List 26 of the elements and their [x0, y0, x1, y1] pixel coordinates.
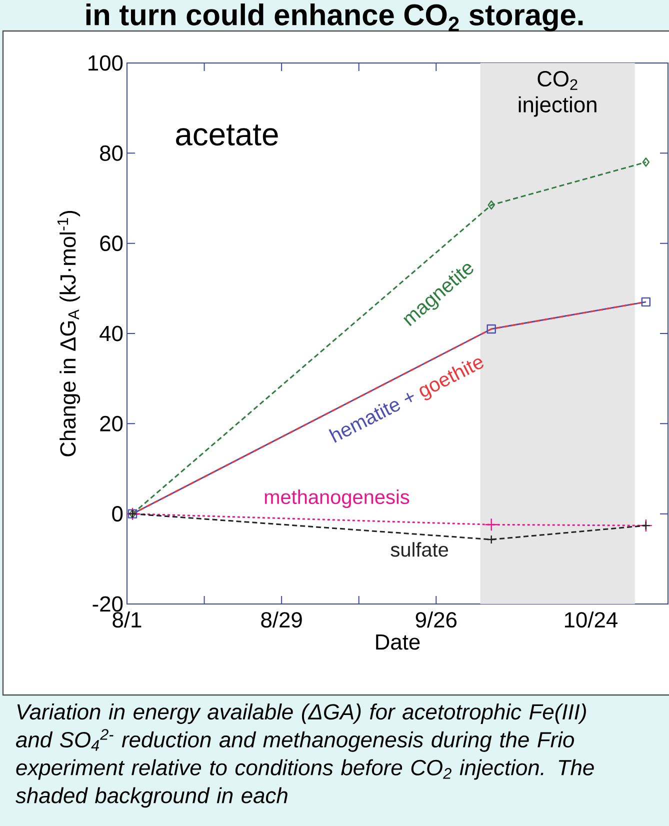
series-label: methanogenesis: [264, 489, 410, 508]
y-tick-label: 20: [100, 416, 123, 432]
x-tick-label: 10/24: [564, 612, 618, 628]
y-tick-label: 80: [100, 145, 123, 161]
y-tick-label: 100: [88, 55, 123, 71]
x-tick-label: 8/1: [112, 612, 142, 628]
point: [486, 534, 496, 544]
chart-title: in turn could enhance CO$_{2}$ storage.: [86, 4, 583, 32]
point: [642, 158, 650, 167]
x-tick-label: 9/26: [416, 612, 457, 628]
point: [488, 200, 495, 210]
point: [486, 324, 496, 334]
y-tick-label: 0: [112, 506, 123, 522]
y-tick-label: -20: [92, 596, 123, 612]
point: [484, 518, 498, 532]
annotation: +: [404, 392, 414, 402]
series-label: sulfate: [390, 542, 448, 557]
point: [641, 297, 651, 307]
band-label: CO$_{2}$ injection: [518, 71, 596, 117]
text: Variation in energy available (ΔGA) for acetotrophic Fe(III) and SO$_{4}$$^{2-}$ reduction and methanogenesis during the Frio experiment relative to conditions before CO$_{2}$ injection. The shaded background in each: [16, 704, 594, 808]
x-tick-label: 8/29: [261, 612, 302, 628]
y-tick-label: 40: [100, 326, 123, 342]
y-axis-title: Change in ΔG$_{A}$ (kJ·mol$^{-1}$): [57, 210, 80, 456]
y-tick-label: 60: [100, 236, 123, 252]
x-axis-title: Date: [376, 634, 420, 650]
annotation: acetate: [176, 124, 278, 146]
